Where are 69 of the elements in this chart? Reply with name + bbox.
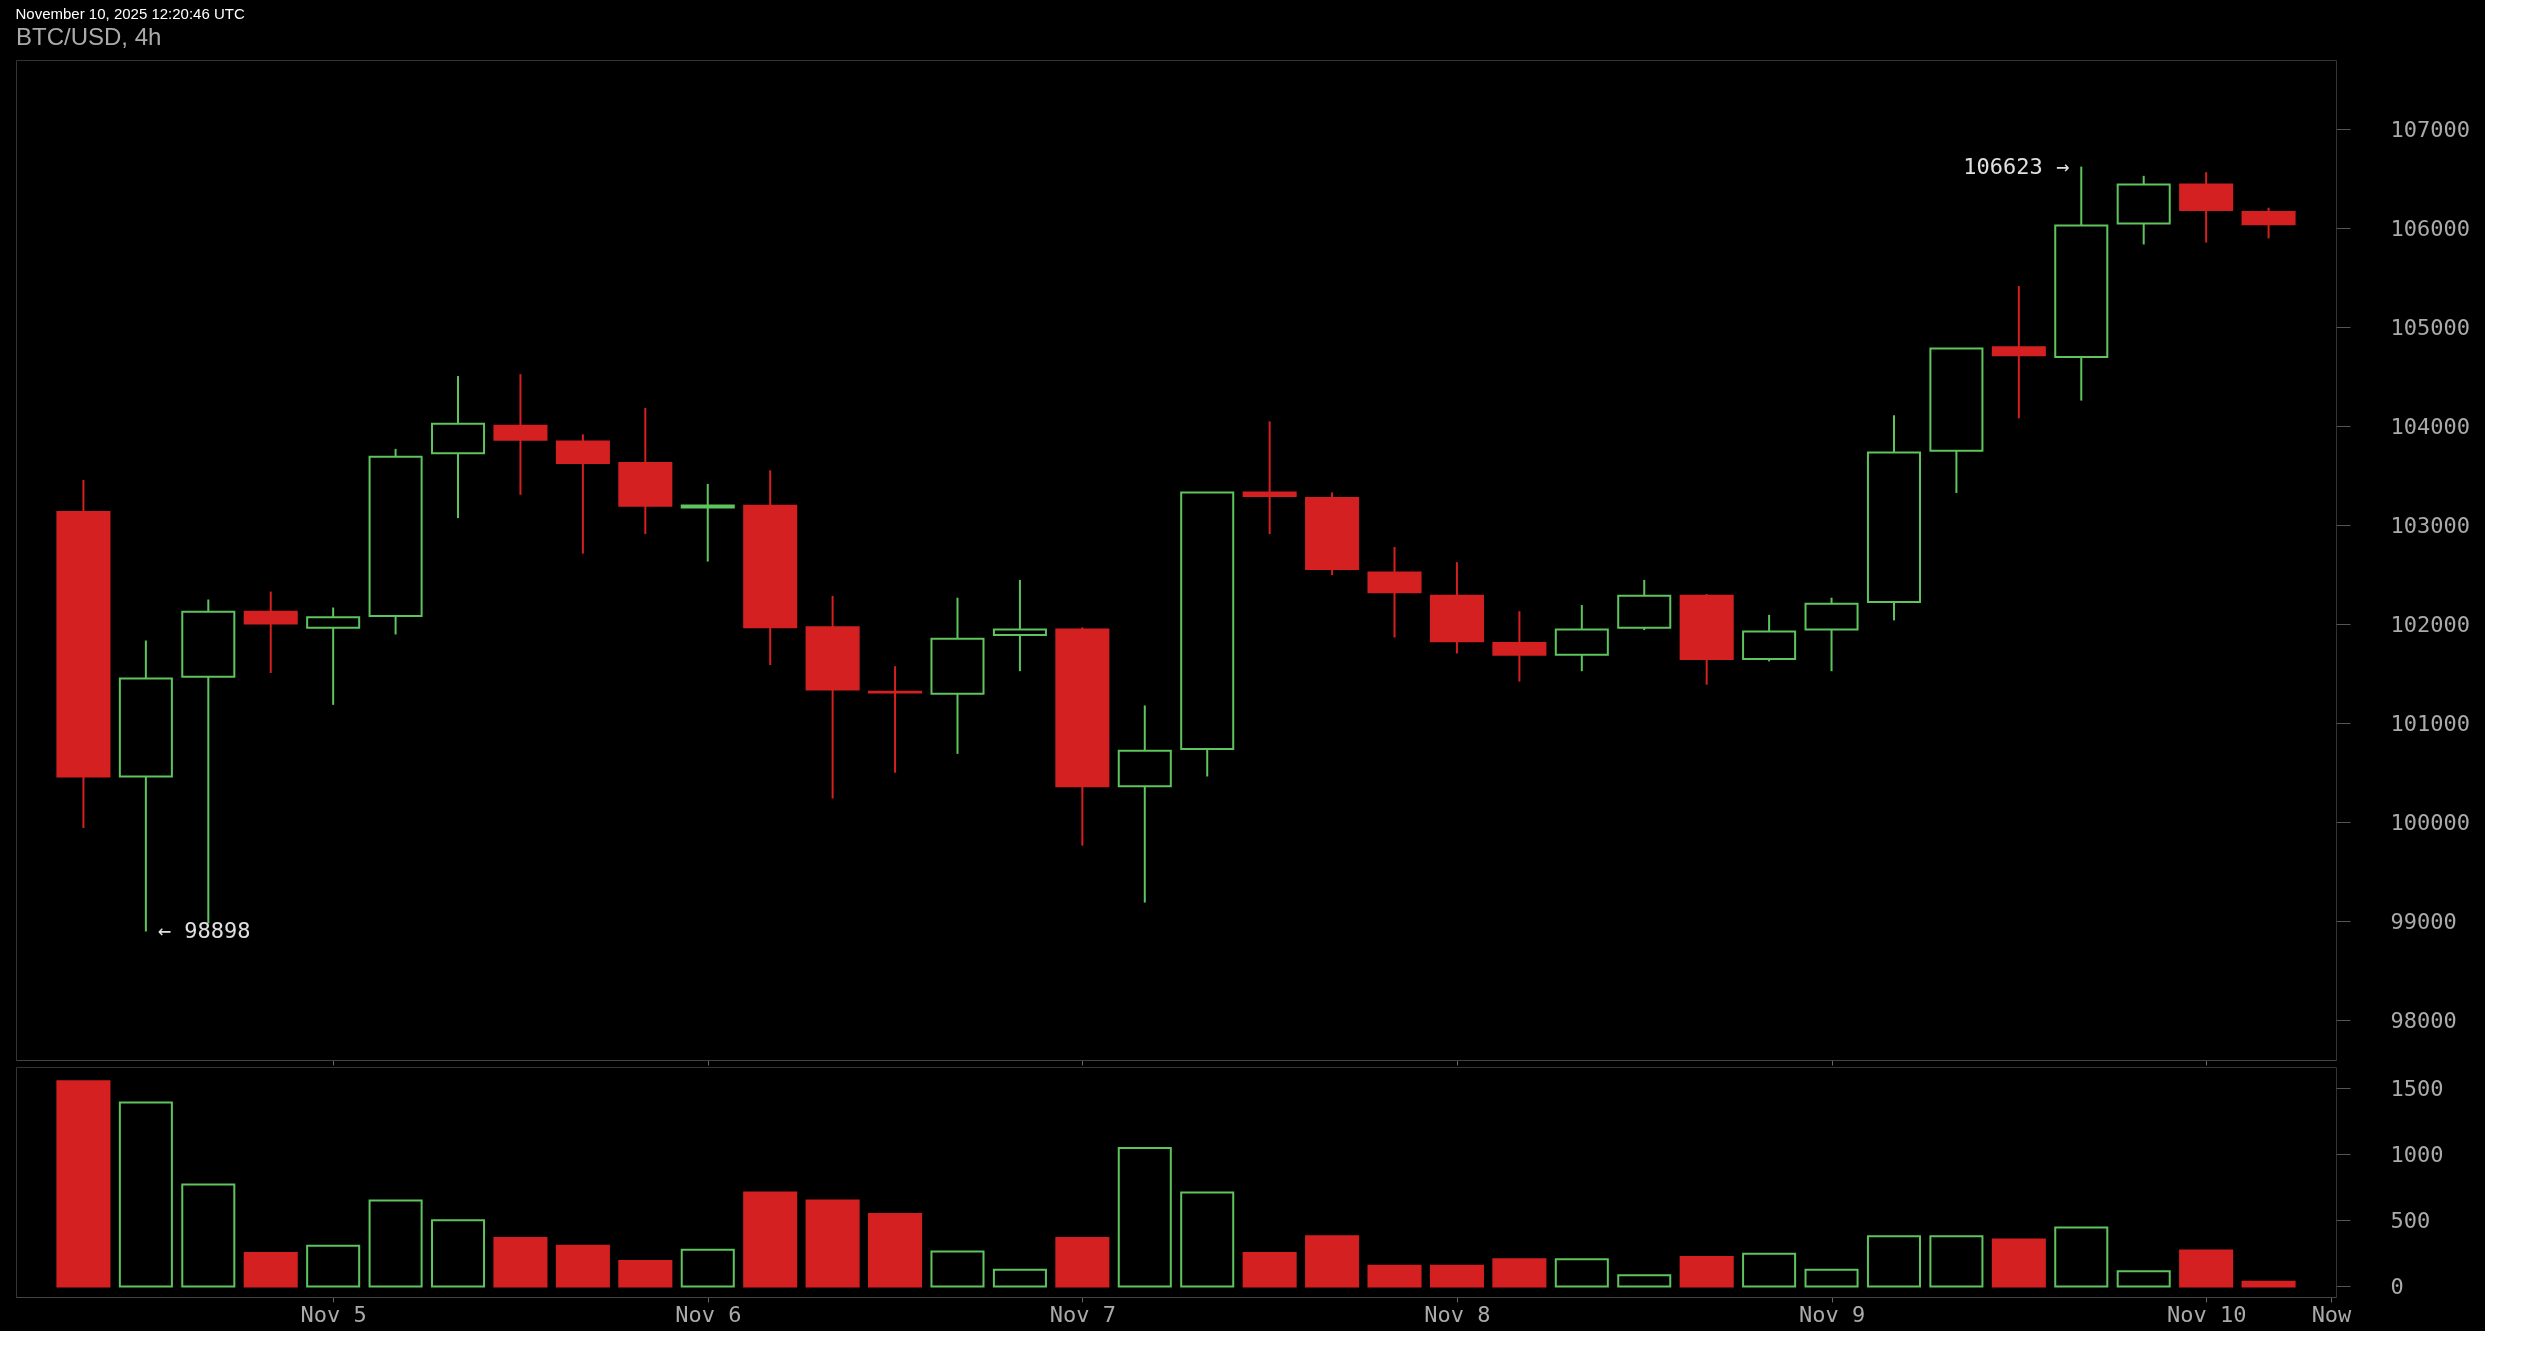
x-tick-label: Nov 5 <box>300 1301 367 1327</box>
candlestick <box>868 665 923 774</box>
candlestick <box>243 590 298 674</box>
y-tick-label: 103000 <box>2390 512 2470 538</box>
bar <box>493 1236 548 1288</box>
bar <box>2241 1280 2296 1288</box>
bar <box>1929 1235 1984 1288</box>
bar <box>868 1212 923 1288</box>
x-tick-label: Nov 8 <box>1424 1301 1491 1327</box>
bar <box>992 1268 1047 1288</box>
bar <box>1117 1147 1172 1288</box>
bar <box>1804 1268 1859 1288</box>
chart-title: BTC/USD, 4h <box>16 23 162 50</box>
annotation: 106623 → <box>1963 153 2070 179</box>
bar <box>118 1101 173 1288</box>
y-tick-label: 102000 <box>2390 611 2470 637</box>
bar <box>243 1251 298 1288</box>
bar <box>743 1191 798 1288</box>
bar <box>805 1199 860 1288</box>
y-tick-label: 98000 <box>2390 1007 2457 1033</box>
bar <box>1242 1251 1297 1288</box>
bar <box>1866 1235 1921 1288</box>
candlestick <box>992 578 1047 673</box>
bar <box>1991 1238 2046 1288</box>
bar <box>306 1244 361 1288</box>
bar <box>431 1219 486 1288</box>
bar <box>1617 1274 1672 1288</box>
y-tick-label: 500 <box>2390 1207 2431 1233</box>
candlestick <box>680 482 735 563</box>
candlestick <box>1242 420 1297 536</box>
bar <box>1429 1264 1484 1288</box>
bar <box>1367 1264 1422 1288</box>
bar <box>618 1259 673 1288</box>
y-tick-label: 100000 <box>2390 809 2470 835</box>
y-tick-label: 99000 <box>2390 908 2457 934</box>
bar <box>368 1199 423 1288</box>
bar <box>1554 1258 1609 1288</box>
bar <box>1180 1191 1235 1288</box>
candlestick <box>306 606 361 706</box>
bar <box>2116 1270 2171 1288</box>
y-tick-label: 1000 <box>2390 1141 2444 1167</box>
candlestick <box>493 373 548 496</box>
x-tick-label: Nov 9 <box>1798 1301 1866 1327</box>
y-tick-label: 107000 <box>2390 116 2470 142</box>
x-tick-label: Nov 6 <box>675 1301 742 1327</box>
bar <box>930 1250 985 1288</box>
x-tick-label: Now <box>2311 1301 2353 1327</box>
bar <box>2179 1249 2234 1288</box>
y-tick-label: 101000 <box>2390 710 2470 736</box>
y-tick-label: 1500 <box>2390 1075 2444 1101</box>
bar <box>1742 1252 1797 1288</box>
y-tick-label: 104000 <box>2390 413 2470 439</box>
bar <box>680 1248 735 1288</box>
candlestick <box>1991 285 2046 420</box>
x-tick-label: Nov 10 <box>2166 1301 2247 1327</box>
bar <box>1492 1258 1547 1288</box>
bar <box>1055 1236 1110 1288</box>
y-tick-label: 106000 <box>2390 215 2470 241</box>
bar <box>1679 1255 1734 1288</box>
y-tick-label: 105000 <box>2390 314 2470 340</box>
y-tick-label: 0 <box>2390 1273 2404 1299</box>
text: November 10, 2025 12:20:46 UTC <box>15 4 245 22</box>
bar <box>56 1080 111 1288</box>
bar <box>1305 1235 1360 1288</box>
bar <box>2054 1226 2109 1288</box>
bar <box>181 1183 236 1288</box>
bar <box>555 1244 610 1288</box>
x-tick-label: Nov 7 <box>1049 1301 1116 1327</box>
annotation: ← 98898 <box>157 918 251 944</box>
